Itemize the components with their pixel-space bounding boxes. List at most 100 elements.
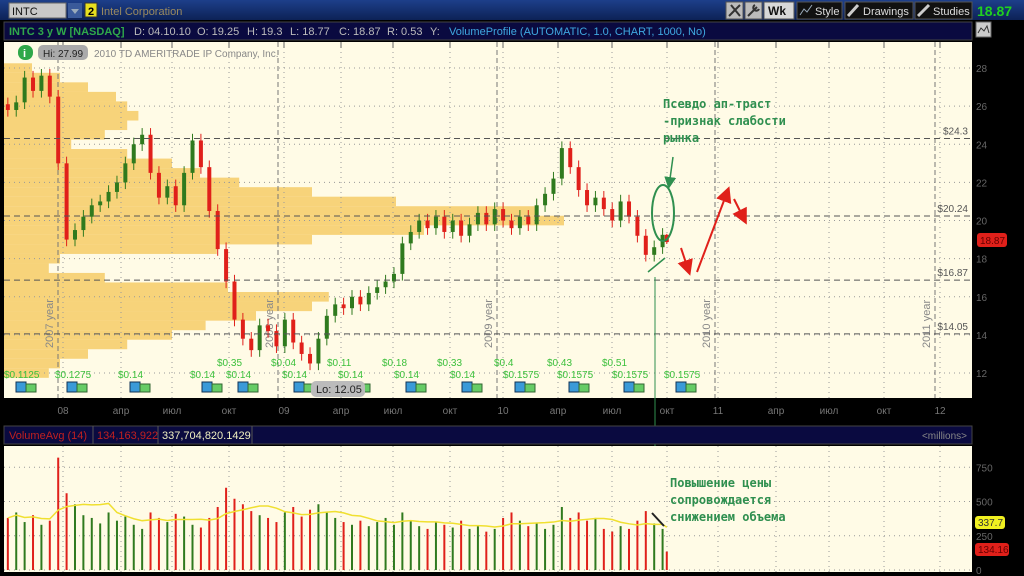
price-tag: [977, 233, 1007, 247]
money-icon: [685, 383, 697, 393]
money-icon: [415, 383, 427, 393]
dividend-icon[interactable]: [461, 381, 473, 393]
volume-study-label[interactable]: VolumeAvg (14): [9, 430, 87, 442]
dividend-icon[interactable]: [129, 381, 141, 393]
settings-button[interactable]: [744, 1, 763, 20]
dividend-icon[interactable]: [623, 381, 635, 393]
dividend-icon[interactable]: [293, 381, 305, 393]
candle-body: [425, 220, 430, 229]
money-icon: [633, 383, 645, 393]
candle-body: [391, 273, 396, 282]
candle-body: [64, 163, 69, 240]
volume-profile-bar: [4, 139, 72, 150]
candle-body: [224, 249, 229, 282]
dividend-label: $0.14: [338, 370, 363, 381]
volume-profile-bar: [4, 82, 88, 92]
time-axis-label: апр: [550, 406, 567, 417]
candle-body: [509, 220, 514, 229]
candle-body: [47, 75, 52, 97]
link-group-label: 2: [88, 6, 94, 18]
dividend-icon[interactable]: [15, 381, 27, 393]
candle-body: [593, 197, 598, 206]
candle-body: [341, 304, 346, 309]
volume-profile-bar: [4, 339, 128, 350]
level-label: $24.3: [943, 127, 968, 138]
candle-body: [324, 315, 329, 339]
candle-body: [81, 216, 86, 231]
candle-body: [568, 148, 573, 168]
style-label: Style: [815, 6, 839, 18]
header-close: C: 18.87: [339, 26, 381, 38]
header-cells: INTC 3 y W [NASDAQ] D: 04.10.10 O: 19.25…: [9, 26, 706, 38]
info-icon-glyph: i: [23, 48, 26, 60]
candle-body: [266, 325, 271, 332]
volume-plot: [4, 446, 972, 572]
copyright: 2010 TD AMERITRADE IP Company, Inc.: [94, 49, 279, 60]
dividend-label: $0.14: [190, 370, 215, 381]
candle-body: [14, 102, 19, 110]
volume-profile-bar: [4, 225, 424, 235]
volume-profile-bar: [4, 311, 256, 321]
drawings-label: Drawings: [863, 6, 909, 18]
candle-body: [207, 167, 212, 211]
money-icon: [471, 383, 483, 393]
price-axis-label: 28: [976, 64, 988, 75]
time-axis-label: июл: [163, 406, 182, 417]
candle-body: [375, 287, 380, 293]
annotation-arrow-down: [664, 156, 677, 189]
time-axis-label: 08: [57, 406, 69, 417]
volume-profile-bar: [4, 291, 329, 302]
volume-profile-bar: [4, 253, 60, 264]
dividend-icon[interactable]: [66, 381, 78, 393]
candle-body: [450, 220, 455, 232]
volume-axis-label: 0: [976, 566, 982, 576]
style-button[interactable]: Style: [796, 1, 843, 20]
tools-button[interactable]: [725, 1, 744, 20]
candle-body: [316, 338, 321, 364]
candle-body: [56, 96, 61, 164]
dividend-icon[interactable]: [237, 381, 249, 393]
studies-button[interactable]: Studies: [914, 1, 973, 20]
volume-profile-bar: [4, 177, 240, 188]
candle-body: [123, 163, 128, 183]
wrench-icon: [747, 4, 760, 17]
dividend-icon[interactable]: [405, 381, 417, 393]
earnings-label: $0.4: [494, 358, 514, 369]
volume-profile-bar: [4, 263, 49, 274]
aggregation-button[interactable]: Wk: [763, 1, 795, 20]
candle-body: [291, 319, 296, 343]
candle-body: [484, 212, 489, 225]
price-axis-label: 20: [976, 217, 988, 228]
volume-axis: 750 500 250 0: [976, 463, 993, 576]
study-label[interactable]: VolumeProfile (AUTOMATIC, 1.0, CHART, 10…: [449, 26, 706, 38]
forecast-arrow-down-2: [732, 198, 747, 225]
time-axis-label: 09: [278, 406, 290, 417]
hide-panel-button[interactable]: [975, 21, 992, 38]
info-icon[interactable]: [18, 45, 33, 60]
link-group-button[interactable]: [84, 2, 98, 18]
dividend-icon[interactable]: [675, 381, 687, 393]
annotation-volume-line3: снижением объема: [670, 510, 786, 524]
drawings-button[interactable]: Drawings: [844, 1, 914, 20]
dividend-icon[interactable]: [514, 381, 526, 393]
annotation-upthrust-line3: рынка: [663, 131, 699, 145]
company-name: Intel Corporation: [101, 6, 182, 18]
candle-body: [442, 216, 447, 232]
money-icon: [25, 383, 37, 393]
candle-body: [534, 205, 539, 225]
volume-profile-bar: [4, 120, 128, 131]
candle-body: [643, 235, 648, 255]
candle-body: [459, 220, 464, 236]
year-label: 2011 year: [921, 300, 933, 348]
time-axis-label: июл: [384, 406, 403, 417]
candle-body: [585, 190, 590, 206]
time-axis-label: апр: [333, 406, 350, 417]
dividend-icon[interactable]: [568, 381, 580, 393]
annotation-upthrust-line2: -признак слабости: [663, 114, 786, 128]
symbol-input[interactable]: [8, 2, 67, 19]
earnings-label: $0.51: [602, 358, 627, 369]
earnings-label: $0.33: [437, 358, 462, 369]
volume-average-line: [7, 502, 668, 528]
candle-body: [610, 209, 615, 221]
dividend-icon[interactable]: [201, 381, 213, 393]
